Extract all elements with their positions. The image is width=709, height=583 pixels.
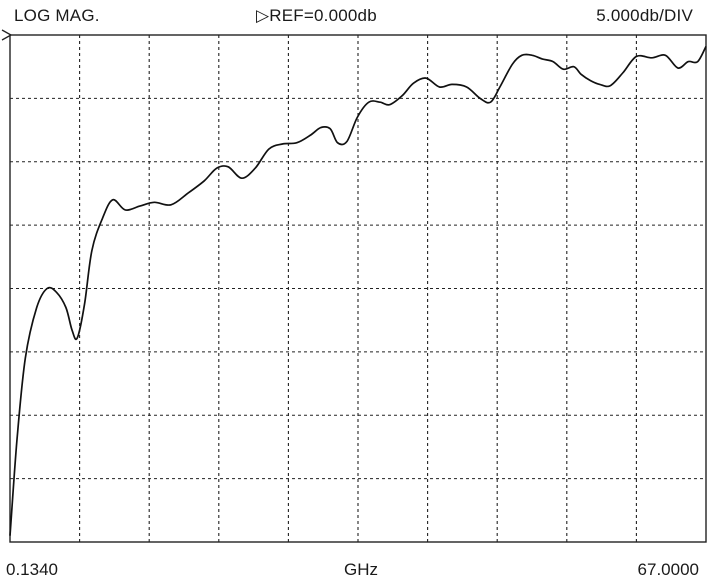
plot-frame — [9, 34, 707, 543]
reference-marker-icon — [1, 29, 13, 41]
stop-frequency-label: 67.0000 — [637, 560, 699, 579]
start-frequency-label: 0.1340 — [6, 560, 58, 579]
frequency-unit-label: GHz — [344, 560, 378, 579]
graticule — [10, 35, 706, 542]
scale-per-division-label: 5.000db/DIV — [596, 6, 693, 25]
reference-level-label: ▷REF=0.000db — [256, 6, 377, 25]
measurement-trace — [9, 45, 707, 536]
measurement-format-label: LOG MAG. — [14, 6, 100, 25]
